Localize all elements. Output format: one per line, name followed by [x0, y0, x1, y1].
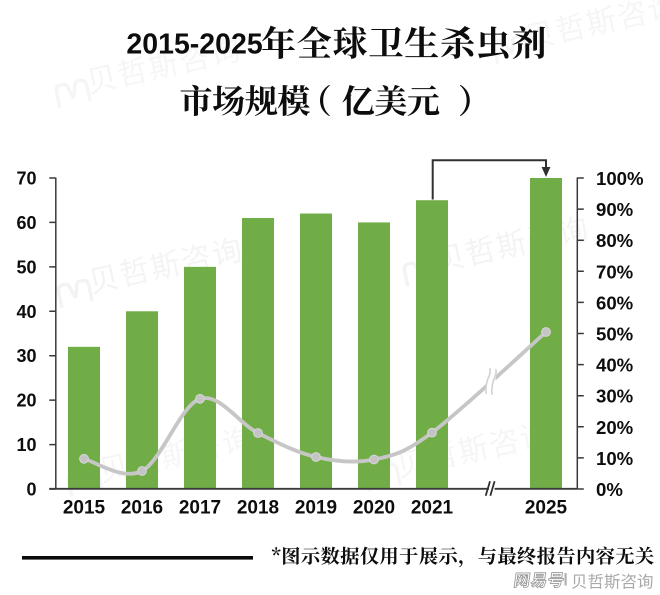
svg-text:30: 30	[16, 346, 36, 366]
svg-text:2015-2025: 2015-2025	[126, 28, 262, 60]
svg-text:10%: 10%	[596, 448, 634, 469]
svg-text:60%: 60%	[596, 292, 634, 313]
svg-text:100%: 100%	[596, 168, 644, 189]
svg-text:80%: 80%	[596, 230, 634, 251]
svg-text:70%: 70%	[596, 261, 634, 282]
svg-text:2020: 2020	[353, 498, 395, 519]
svg-text:2021: 2021	[411, 498, 454, 519]
svg-text:30%: 30%	[596, 386, 634, 407]
svg-text:70: 70	[16, 168, 36, 188]
svg-text:2018: 2018	[237, 498, 279, 519]
svg-text:10: 10	[16, 435, 36, 455]
svg-text:40%: 40%	[596, 355, 634, 376]
svg-text:2016: 2016	[121, 498, 163, 519]
svg-text:2017: 2017	[179, 498, 221, 519]
svg-text:60: 60	[16, 213, 36, 233]
svg-text:2019: 2019	[295, 498, 337, 519]
svg-text:20%: 20%	[596, 417, 634, 438]
svg-text:50: 50	[16, 257, 36, 277]
svg-text:20: 20	[16, 391, 36, 411]
svg-text:40: 40	[16, 302, 36, 322]
svg-text:90%: 90%	[596, 199, 634, 220]
svg-text:50%: 50%	[596, 324, 634, 345]
svg-text:2025: 2025	[525, 498, 568, 519]
svg-text:2015: 2015	[63, 498, 106, 519]
svg-text:0: 0	[26, 480, 36, 500]
svg-text:0%: 0%	[596, 479, 623, 500]
